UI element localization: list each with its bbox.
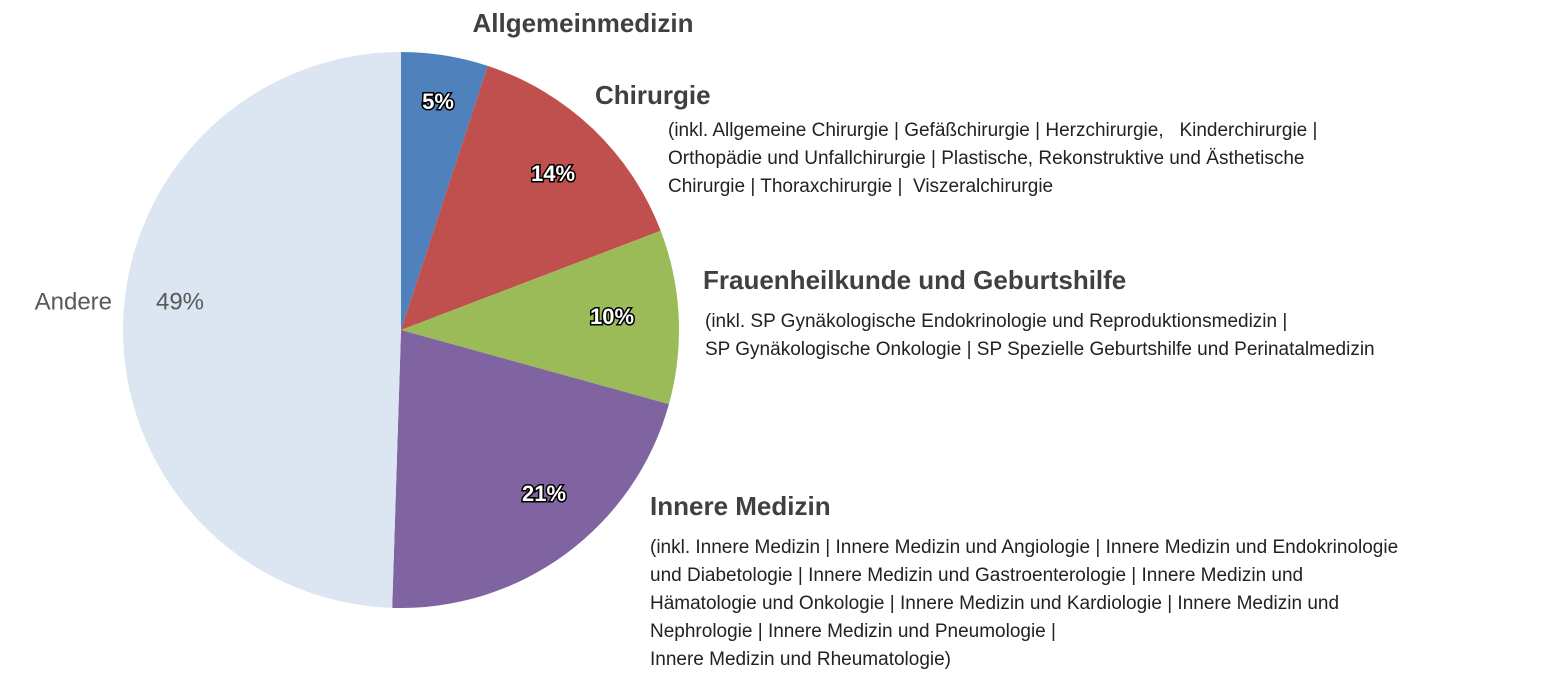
pie-slice [122, 52, 402, 608]
category-label: Frauenheilkunde und Geburtshilfe [703, 265, 1126, 295]
pie-slice [401, 65, 661, 331]
pie-slice [401, 52, 488, 330]
pie-slice [401, 230, 680, 405]
category-label: Andere [35, 288, 112, 315]
category-label: Innere Medizin [650, 491, 831, 521]
category-description: Chirurgie | Thoraxchirurgie | Viszeralch… [668, 176, 1053, 197]
value-label: 10% [590, 304, 634, 329]
category-description: (inkl. SP Gynäkologische Endokrinologie … [705, 311, 1287, 332]
category-description: Orthopädie und Unfallchirurgie | Plastis… [668, 148, 1305, 169]
value-label: 21% [522, 481, 566, 506]
pie-slice [392, 330, 669, 608]
category-description: (inkl. Innere Medizin | Innere Medizin u… [650, 537, 1398, 558]
category-description: und Diabetologie | Innere Medizin und Ga… [650, 565, 1303, 586]
category-description: Hämatologie und Onkologie | Innere Mediz… [650, 593, 1339, 614]
category-description: Nephrologie | Innere Medizin und Pneumol… [650, 621, 1056, 642]
category-description: SP Gynäkologische Onkologie | SP Speziel… [705, 339, 1375, 360]
value-label: 14% [531, 161, 575, 186]
category-description: Innere Medizin und Rheumatologie) [650, 649, 951, 670]
category-label: Chirurgie [595, 80, 711, 110]
category-description: (inkl. Allgemeine Chirurgie | Gefäßchiru… [668, 120, 1317, 141]
value-label: 49% [156, 288, 204, 315]
value-label: 5% [422, 89, 454, 114]
category-label: Allgemeinmedizin [472, 8, 693, 38]
